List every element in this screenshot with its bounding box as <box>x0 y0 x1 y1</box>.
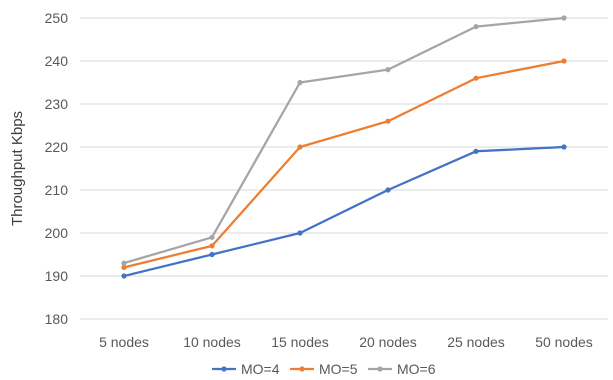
series-line <box>122 16 566 265</box>
gridlines <box>80 17 608 320</box>
y-tick-label: 200 <box>45 225 69 241</box>
y-axis-tick-labels: 180 190 200 210 220 230 240 250 <box>45 10 69 327</box>
legend: MO=4 MO=5 MO=6 <box>212 361 436 377</box>
x-tick-label: 5 nodes <box>99 334 149 350</box>
legend-swatch-marker <box>221 366 227 372</box>
data-point <box>561 58 567 64</box>
legend-label: MO=5 <box>319 361 358 377</box>
y-tick-label: 180 <box>45 311 69 327</box>
series-MO=4 <box>121 144 567 279</box>
data-point <box>561 15 567 21</box>
legend-swatch-marker <box>377 366 383 372</box>
data-point <box>385 67 391 73</box>
data-point <box>297 230 303 236</box>
data-point <box>121 264 127 270</box>
x-tick-label: 25 nodes <box>447 334 505 350</box>
data-point <box>209 251 215 258</box>
legend-swatch-marker <box>299 366 305 372</box>
series-line <box>122 145 566 278</box>
data-point <box>385 187 391 193</box>
x-tick-label: 10 nodes <box>183 334 241 350</box>
y-tick-label: 240 <box>45 53 69 69</box>
y-tick-label: 220 <box>45 139 69 155</box>
y-tick-label: 190 <box>45 268 69 284</box>
data-point <box>473 24 479 30</box>
data-point <box>209 234 215 240</box>
legend-label: MO=4 <box>241 361 280 377</box>
data-point <box>297 144 303 150</box>
y-tick-label: 210 <box>45 182 69 198</box>
series-MO=5 <box>121 58 567 270</box>
series-lines <box>121 15 567 279</box>
y-tick-label: 230 <box>45 96 69 112</box>
legend-item: MO=5 <box>290 361 358 377</box>
data-point <box>385 118 391 124</box>
legend-item: MO=4 <box>212 361 280 377</box>
series-MO=6 <box>121 15 567 266</box>
data-point <box>121 260 127 266</box>
data-point <box>121 273 127 279</box>
legend-label: MO=6 <box>397 361 436 377</box>
data-point <box>473 148 479 154</box>
x-tick-label: 15 nodes <box>271 334 329 350</box>
series-line <box>122 59 566 269</box>
data-point <box>473 75 479 81</box>
data-point <box>297 79 303 86</box>
y-tick-label: 250 <box>45 10 69 26</box>
data-point <box>561 144 567 150</box>
x-tick-label: 50 nodes <box>535 334 593 350</box>
x-tick-label: 20 nodes <box>359 334 417 350</box>
y-axis-title: Throughput Kbps <box>9 111 26 226</box>
legend-item: MO=6 <box>368 361 436 377</box>
data-point <box>209 243 215 249</box>
x-axis-tick-labels: 5 nodes 10 nodes 15 nodes 20 nodes 25 nodes 5… <box>99 334 593 350</box>
